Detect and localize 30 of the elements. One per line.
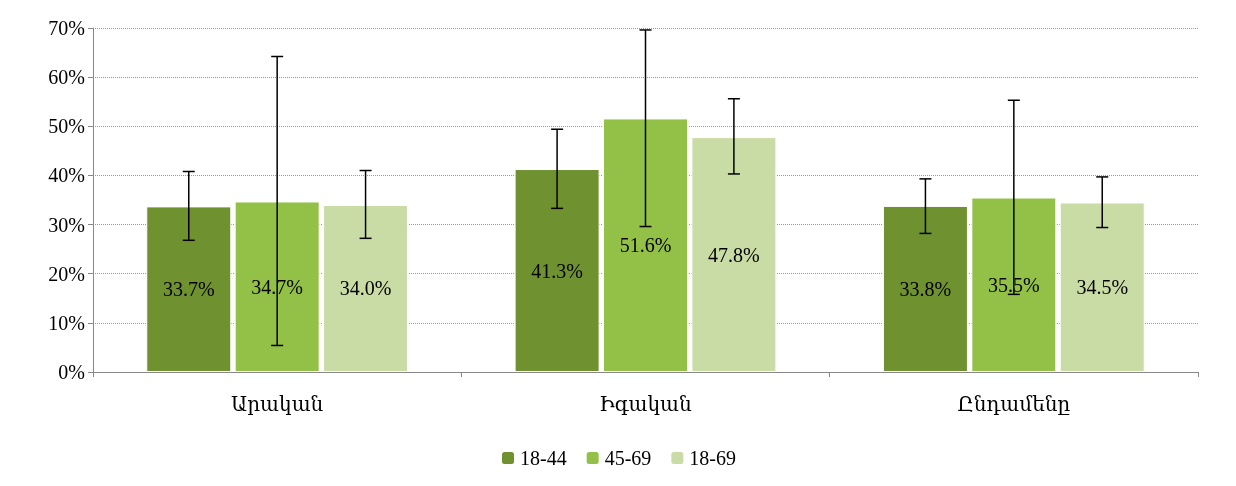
- y-tick-label: 50%: [48, 115, 85, 138]
- data-label: 47.8%: [708, 243, 760, 266]
- data-label: 34.0%: [339, 277, 392, 300]
- y-tick-label: 20%: [48, 262, 85, 285]
- bar: [514, 169, 600, 372]
- legend-label: 18-44: [520, 447, 567, 469]
- data-label: 33.7%: [162, 278, 215, 301]
- bar: [323, 204, 409, 372]
- bar: [1059, 202, 1145, 372]
- y-tick-label: 30%: [48, 213, 85, 236]
- y-tick-label: 60%: [48, 66, 85, 89]
- data-label: 51.6%: [619, 234, 672, 257]
- y-tick-label: 40%: [48, 164, 85, 187]
- bar: [234, 201, 320, 372]
- x-tick-label: Իգական: [599, 393, 693, 415]
- x-tick-label: Արական: [231, 393, 324, 415]
- data-label: 41.3%: [531, 259, 583, 282]
- data-label: 33.8%: [899, 277, 952, 300]
- bar: [603, 118, 688, 372]
- y-tick-label: 10%: [48, 311, 85, 334]
- y-tick-label: 70%: [48, 17, 85, 39]
- bar: [691, 137, 777, 372]
- bar: [146, 206, 232, 372]
- y-tick-label: 0%: [58, 361, 85, 383]
- x-tick-label: Ընդամենը: [957, 393, 1071, 415]
- bar: [971, 197, 1057, 372]
- bar: [882, 205, 968, 372]
- legend-label: 18-69: [689, 447, 736, 469]
- data-label: 34.5%: [1076, 276, 1129, 299]
- legend-label: 45-69: [604, 447, 652, 469]
